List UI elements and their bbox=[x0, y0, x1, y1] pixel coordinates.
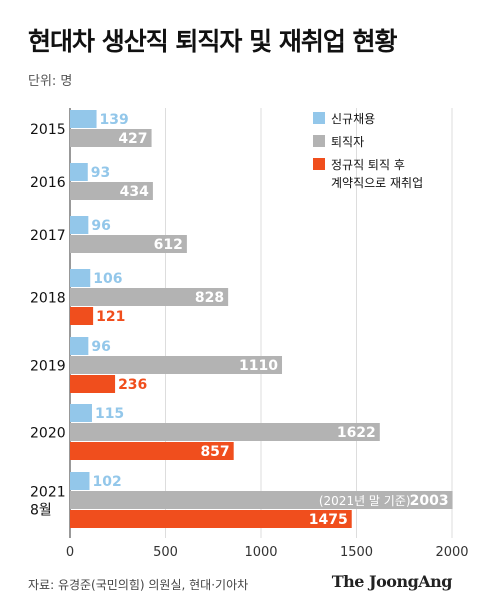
category-labels: 2015 2016 2017 2018 2019 2020 2021 8월 bbox=[30, 122, 66, 519]
x-tick-label: 1500 bbox=[340, 545, 373, 560]
data-label: 236 bbox=[118, 377, 147, 393]
category-label: 2015 bbox=[30, 122, 66, 138]
x-tick-label: 1000 bbox=[244, 545, 277, 560]
data-label: 1622 bbox=[337, 425, 376, 441]
bar bbox=[70, 129, 152, 147]
x-tick-label: 0 bbox=[66, 545, 74, 560]
data-labels: 139 427 93 434 96 612 106 828 121 96 1110 236 115 162… bbox=[91, 112, 449, 528]
x-tick-label: 500 bbox=[153, 545, 178, 560]
data-label: 96 bbox=[91, 339, 110, 355]
bar bbox=[70, 182, 153, 200]
data-label: 115 bbox=[95, 406, 124, 422]
bar bbox=[70, 307, 94, 325]
data-label: 121 bbox=[96, 309, 125, 325]
category-label: 2020 bbox=[30, 426, 66, 442]
category-label: 8월 bbox=[30, 503, 52, 519]
data-label: 139 bbox=[100, 112, 129, 128]
category-label: 2019 bbox=[30, 359, 66, 375]
bar bbox=[70, 356, 283, 374]
bar bbox=[70, 337, 89, 355]
bar bbox=[70, 510, 352, 528]
x-tick-label: 2000 bbox=[435, 545, 468, 560]
data-label: 1110 bbox=[239, 358, 278, 374]
legend-label: 퇴직자 bbox=[331, 135, 364, 149]
bars bbox=[70, 110, 453, 528]
bar bbox=[70, 423, 380, 441]
data-label: 102 bbox=[92, 474, 121, 490]
data-label: 828 bbox=[195, 290, 224, 306]
bar bbox=[70, 375, 116, 393]
data-label: 427 bbox=[118, 131, 147, 147]
legend-label: 계약직으로 재취업 bbox=[331, 175, 423, 190]
category-label: 2016 bbox=[30, 175, 66, 191]
legend-label: 정규직 퇴직 후 bbox=[331, 158, 405, 172]
bar bbox=[70, 442, 234, 460]
bar bbox=[70, 235, 187, 253]
chart-title: 현대차 생산직 퇴직자 및 재취업 현황 bbox=[28, 27, 398, 56]
bar bbox=[70, 491, 453, 509]
bar bbox=[70, 472, 90, 490]
bar bbox=[70, 163, 88, 181]
bar bbox=[70, 110, 97, 128]
data-label: 857 bbox=[200, 444, 229, 460]
category-label: 2021 bbox=[30, 485, 66, 501]
legend-swatch bbox=[313, 135, 325, 147]
data-label: 96 bbox=[91, 218, 110, 234]
data-label: 93 bbox=[91, 165, 110, 181]
legend-swatch bbox=[313, 112, 325, 124]
category-label: 2018 bbox=[30, 291, 66, 307]
unit-label: 단위: 명 bbox=[28, 74, 73, 89]
legend-label: 신규채용 bbox=[331, 112, 375, 126]
legend-swatch bbox=[313, 158, 325, 170]
data-label: 612 bbox=[154, 237, 183, 253]
data-label: 106 bbox=[93, 271, 122, 287]
bar bbox=[70, 288, 229, 306]
bar bbox=[70, 404, 92, 422]
bar bbox=[70, 216, 89, 234]
x-axis-ticks: 0 500 1000 1500 2000 bbox=[66, 545, 469, 560]
category-label: 2017 bbox=[30, 228, 66, 244]
source-note: 자료: 유경준(국민의힘) 의원실, 현대·기아차 bbox=[28, 578, 249, 592]
data-label: 1475 bbox=[309, 512, 348, 528]
grid-lines bbox=[69, 108, 453, 538]
brand-logo: The JoongAng bbox=[331, 572, 453, 591]
annotation-label: (2021년 말 기준) bbox=[319, 494, 411, 508]
data-label: 2003 bbox=[410, 493, 449, 509]
bar bbox=[70, 269, 91, 287]
data-label: 434 bbox=[120, 184, 149, 200]
